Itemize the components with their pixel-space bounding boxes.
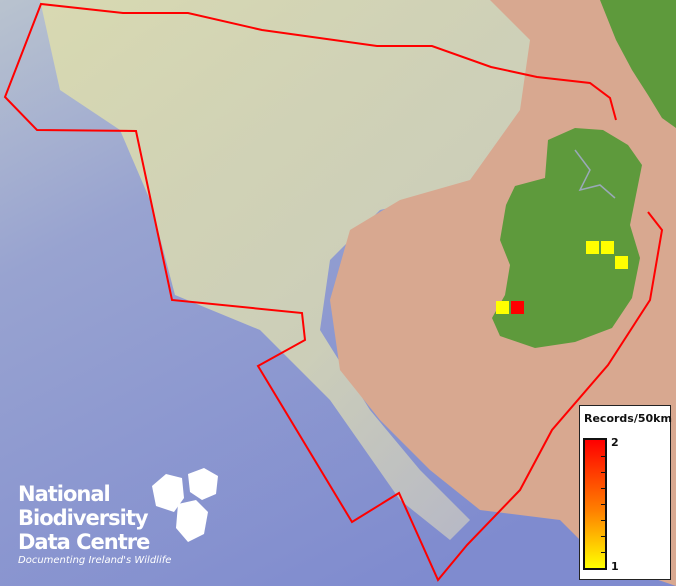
legend-max-label: 2 — [611, 436, 619, 449]
survey-boundary — [3, 2, 664, 582]
logo-line-1: National — [18, 482, 111, 506]
logo-tagline: Documenting Ireland's Wildlife — [18, 555, 172, 566]
border-line — [574, 149, 616, 199]
continental-shelf — [40, 0, 540, 540]
legend: Records/50km 2 1 — [579, 405, 672, 580]
legend-title: Records/50km — [584, 412, 672, 425]
record-cell[interactable] — [511, 301, 524, 314]
nbdc-logo: National Biodiversity Data Centre Docume… — [18, 468, 218, 566]
record-cell[interactable] — [615, 256, 628, 269]
logo-line-2: Biodiversity — [18, 506, 149, 530]
great-britain-landmass — [600, 0, 676, 128]
record-cell[interactable] — [586, 241, 599, 254]
record-cell[interactable] — [601, 241, 614, 254]
hexagon-logo-icon — [152, 468, 218, 542]
color-ramp — [583, 438, 607, 570]
record-cell[interactable] — [496, 301, 509, 314]
logo-line-3: Data Centre — [18, 530, 150, 554]
ireland-landmass — [492, 128, 642, 348]
legend-min-label: 1 — [611, 560, 619, 573]
